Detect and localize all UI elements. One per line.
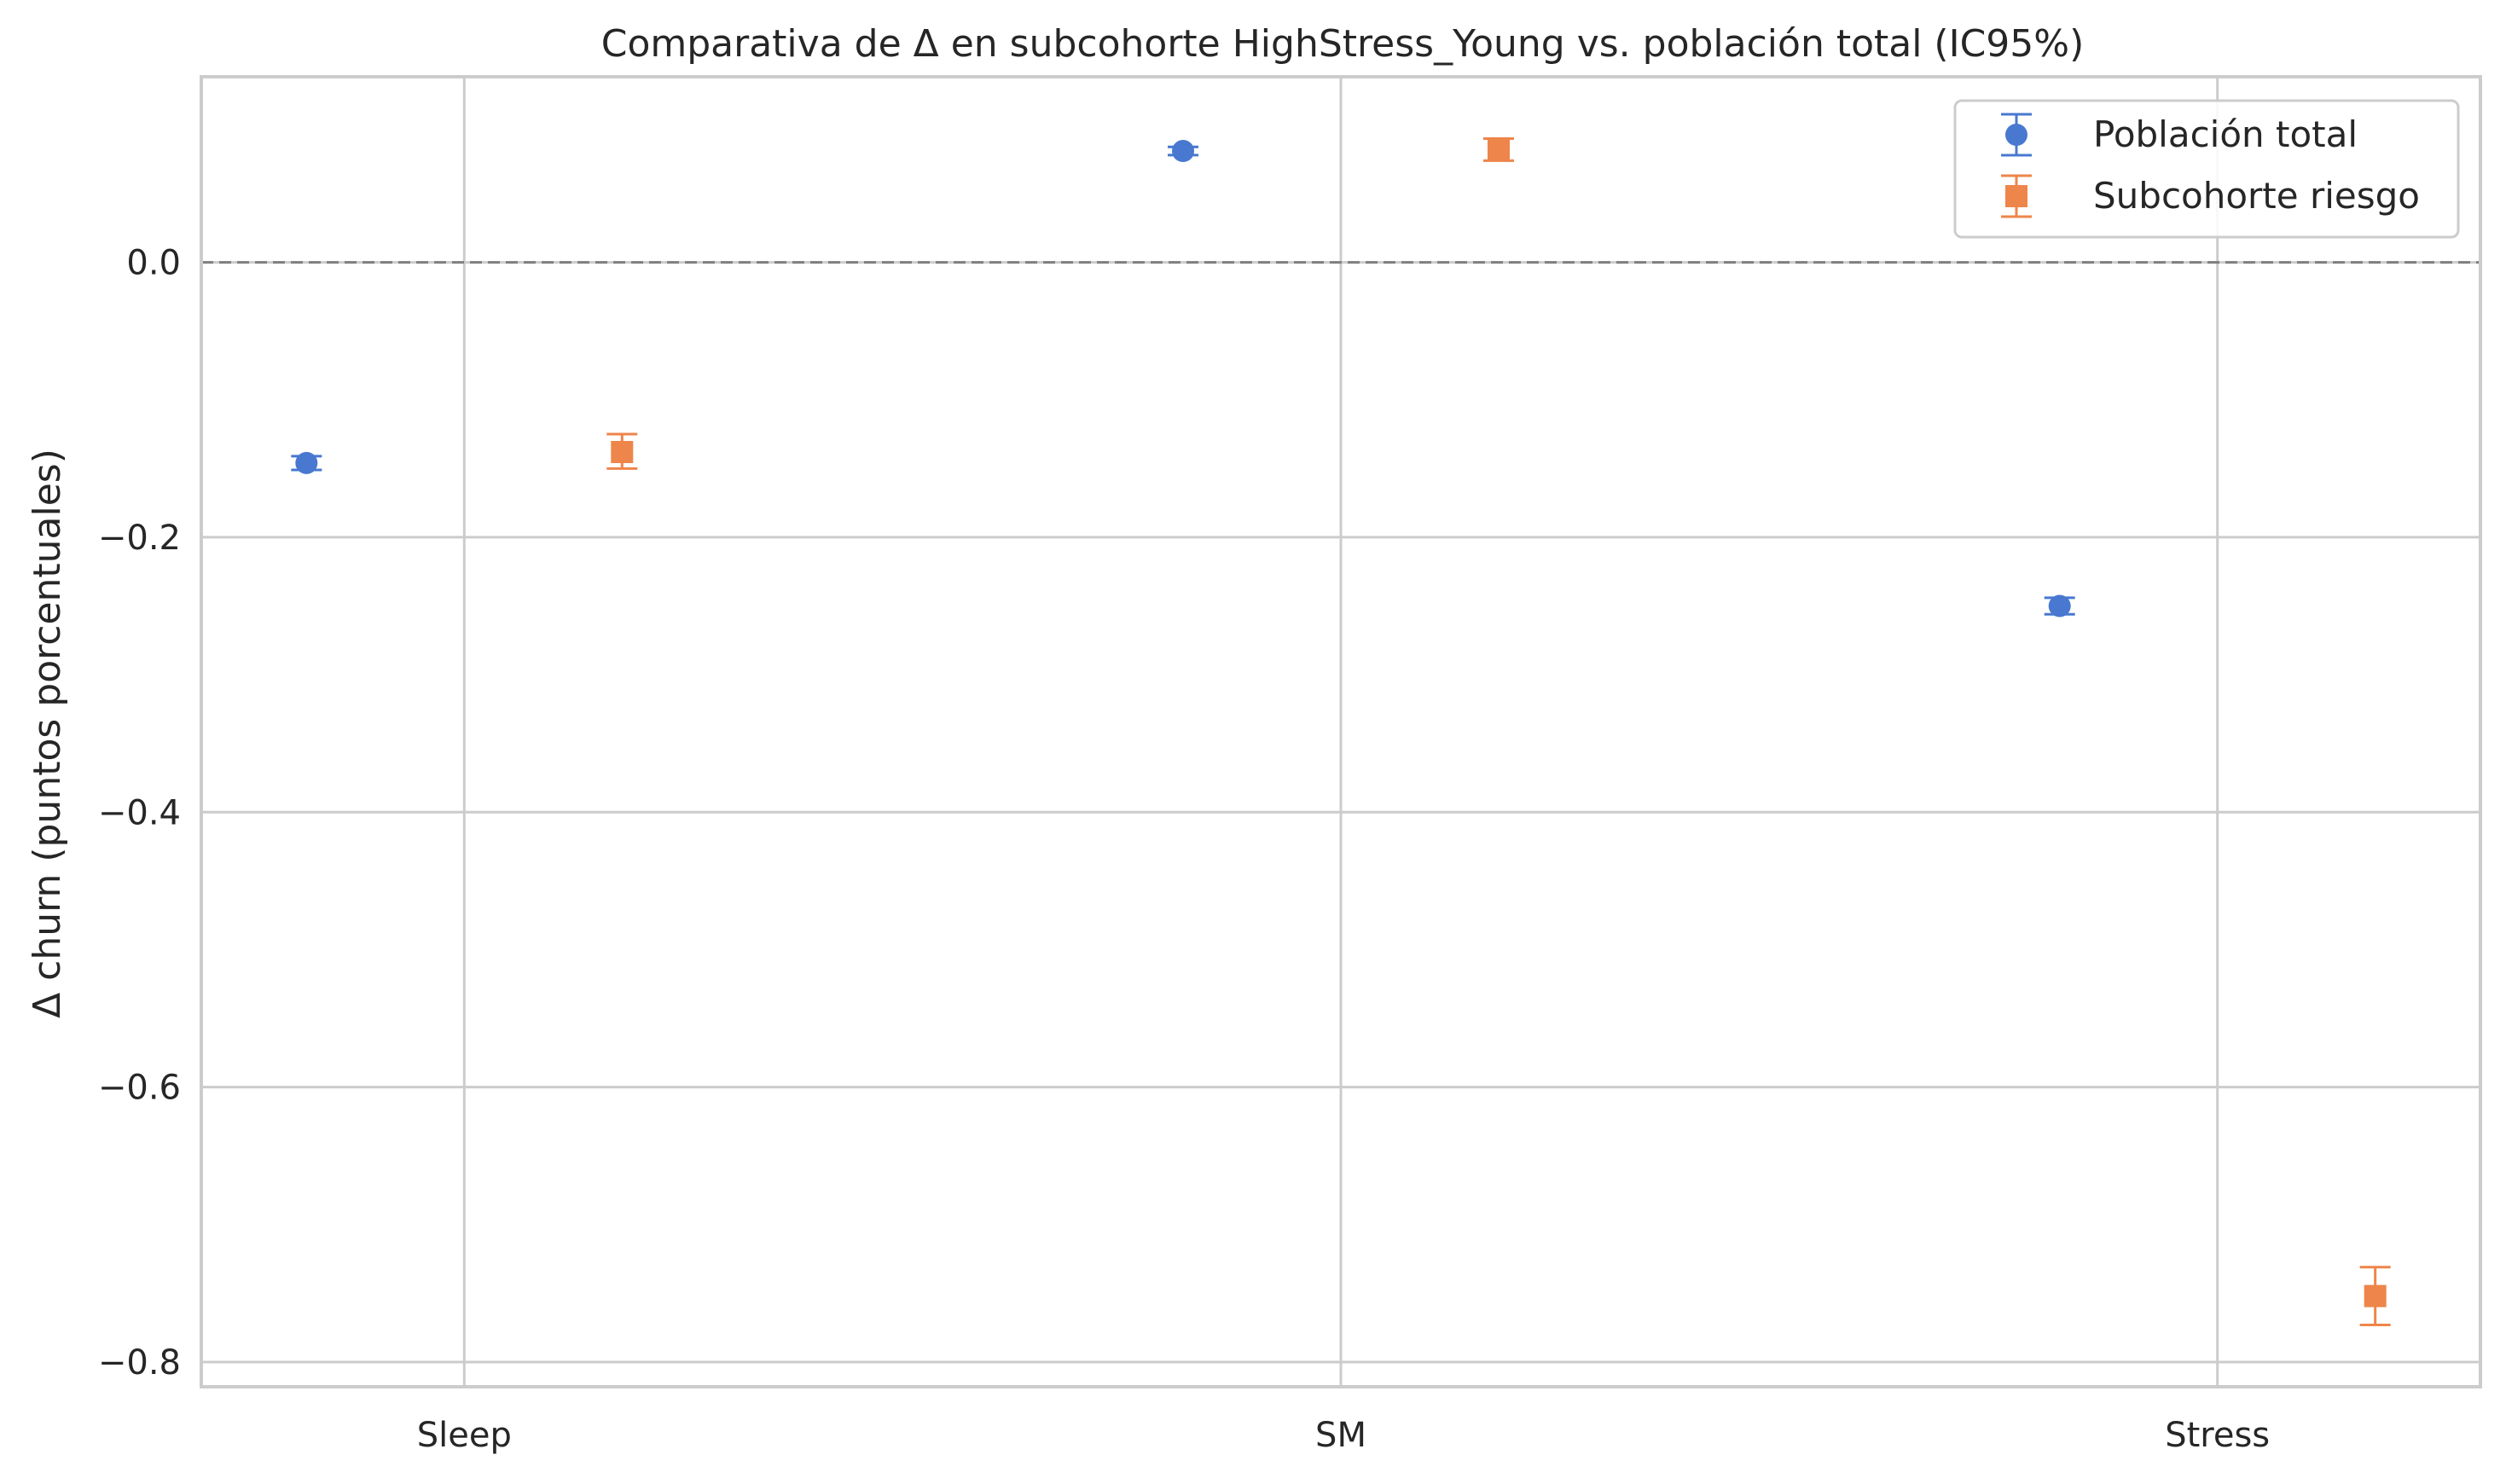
y-tick-label: −0.8: [98, 1343, 181, 1383]
errorbar-point: [1168, 140, 1199, 163]
y-tick-label: −0.6: [98, 1069, 181, 1108]
legend-marker: [2005, 185, 2027, 207]
x-tick-label: SM: [1315, 1416, 1366, 1455]
legend-label: Población total: [2093, 113, 2358, 155]
legend-box: [1953, 99, 2460, 239]
y-tick-label: 0.0: [126, 244, 181, 283]
x-tick-label: Sleep: [417, 1416, 512, 1455]
errorbar-point: [606, 432, 638, 470]
x-tick-label: Stress: [2165, 1416, 2270, 1455]
grid-layer: [201, 77, 2480, 1387]
tick-layer: 0.0 −0.2 −0.4 −0.6 −0.8 Sleep SM Stress: [98, 244, 2270, 1455]
data-point-square: [1487, 138, 1510, 161]
data-point-square: [611, 441, 634, 464]
data-point-circle: [2048, 594, 2071, 617]
errorbar-point: [1482, 137, 1514, 162]
legend-marker: [2005, 124, 2027, 146]
legend-item: Subcohorte riesgo: [2001, 174, 2420, 218]
y-tick-label: −0.4: [98, 793, 181, 832]
y-tick-label: −0.2: [98, 519, 181, 558]
data-point-circle: [1172, 140, 1195, 163]
data-point-square: [2364, 1284, 2387, 1307]
y-axis-label: Δ churn (puntos porcentuales): [26, 449, 69, 1018]
legend-label: Subcohorte riesgo: [2093, 175, 2420, 217]
errorbar-point: [291, 451, 322, 474]
errorbar-point: [2359, 1266, 2391, 1326]
plot-frame: [200, 75, 2482, 1388]
marks-layer: [291, 137, 2391, 1326]
data-point-circle: [295, 451, 318, 474]
errorbar-point: [2044, 594, 2075, 617]
legend-item: Población total: [2001, 113, 2358, 157]
legend: Población total Subcohorte riesgo: [1953, 99, 2460, 239]
chart-title: Comparativa de Δ en subcohorte HighStres…: [601, 22, 2085, 66]
